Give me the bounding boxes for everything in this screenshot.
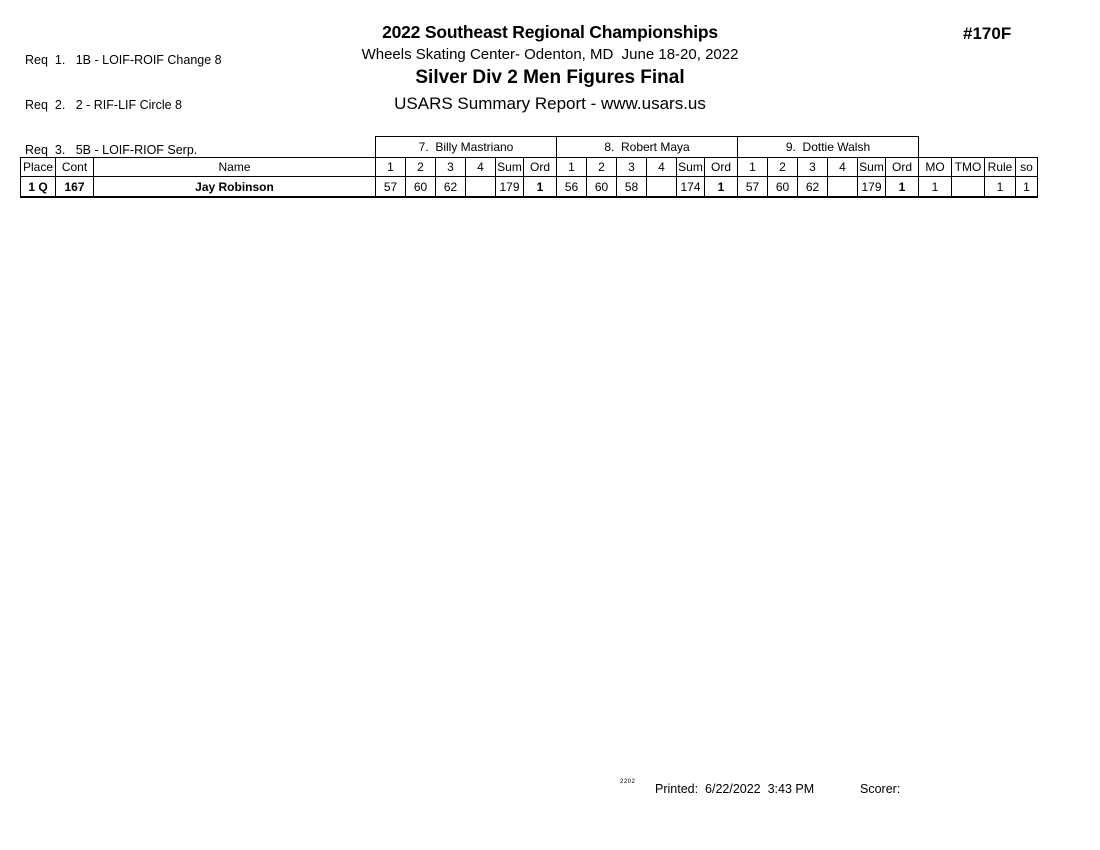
col-header-j2-trial2: 2 <box>586 157 617 177</box>
j2-score-1: 56 <box>556 176 587 198</box>
results-table: 7. Billy Mastriano 8. Robert Maya 9. Dot… <box>20 136 1038 198</box>
col-header-j1-trial2: 2 <box>405 157 436 177</box>
requirement-line-1: Req 1. 1B - LOIF-ROIF Change 8 <box>25 53 222 67</box>
j3-sum: 179 <box>857 176 886 198</box>
j2-score-4 <box>646 176 677 198</box>
j1-score-4 <box>465 176 496 198</box>
col-header-j2-trial4: 4 <box>646 157 677 177</box>
scorer-label: Scorer: <box>860 782 901 796</box>
col-header-j1-trial1: 1 <box>375 157 406 177</box>
col-header-j3-sum: Sum <box>857 157 886 177</box>
event-title: Silver Div 2 Men Figures Final <box>415 67 685 88</box>
col-header-j3-trial1: 1 <box>737 157 768 177</box>
judges-row-spacer-right <box>919 137 1038 158</box>
column-header-row: Place Cont Name 1 2 3 4 Sum Ord 1 2 3 4 … <box>20 157 1038 177</box>
contestant-number-cell: 167 <box>55 176 94 198</box>
col-header-tmo: TMO <box>951 157 985 177</box>
j3-score-3: 62 <box>797 176 828 198</box>
printed-timestamp: Printed: 6/22/2022 3:43 PM <box>655 782 815 796</box>
col-header-so: so <box>1015 157 1038 177</box>
col-header-place: Place <box>20 157 56 177</box>
judge-3-name-cell: 9. Dottie Walsh <box>737 136 919 158</box>
col-header-mo: MO <box>918 157 952 177</box>
championship-title: 2022 Southeast Regional Championships <box>382 22 718 42</box>
col-header-cont: Cont <box>55 157 94 177</box>
requirement-line-3: Req 3. 5B - LOIF-RIOF Serp. <box>25 143 198 157</box>
j3-score-1: 57 <box>737 176 768 198</box>
judge-2-name-cell: 8. Robert Maya <box>556 136 738 158</box>
col-header-j2-sum: Sum <box>676 157 705 177</box>
judges-row: 7. Billy Mastriano 8. Robert Maya 9. Dot… <box>21 136 1038 158</box>
j2-score-3: 58 <box>616 176 647 198</box>
j2-sum: 174 <box>676 176 705 198</box>
col-header-j1-ord: Ord <box>523 157 557 177</box>
j1-score-1: 57 <box>375 176 406 198</box>
col-header-j3-trial3: 3 <box>797 157 828 177</box>
j1-score-3: 62 <box>435 176 466 198</box>
total-majority-ordinal-cell <box>951 176 985 198</box>
place-cell: 1 Q <box>20 176 56 198</box>
judges-row-spacer-left <box>21 137 376 158</box>
col-header-j2-trial1: 1 <box>556 157 587 177</box>
col-header-rule: Rule <box>984 157 1016 177</box>
col-header-j3-trial2: 2 <box>767 157 798 177</box>
j1-ordinal: 1 <box>523 176 557 198</box>
col-header-j3-trial4: 4 <box>827 157 858 177</box>
rule-cell: 1 <box>984 176 1016 198</box>
col-header-j2-trial3: 3 <box>616 157 647 177</box>
result-row: 1 Q 167 Jay Robinson 57 60 62 179 1 56 6… <box>20 176 1038 198</box>
col-header-j2-ord: Ord <box>704 157 738 177</box>
col-header-name: Name <box>93 157 376 177</box>
j1-score-2: 60 <box>405 176 436 198</box>
event-number: #170F <box>963 24 1012 43</box>
j3-score-2: 60 <box>767 176 798 198</box>
requirements-list: Req 1. 1B - LOIF-ROIF Change 8 Req 2. 2 … <box>25 23 222 188</box>
j3-ordinal: 1 <box>885 176 919 198</box>
j1-sum: 179 <box>495 176 524 198</box>
judge-1-name-cell: 7. Billy Mastriano <box>375 136 557 158</box>
j3-score-4 <box>827 176 858 198</box>
report-header: 2022 Southeast Regional Championships Wh… <box>0 22 1100 114</box>
report-version-mark: 2202 <box>620 779 636 785</box>
requirement-line-2: Req 2. 2 - RIF-LIF Circle 8 <box>25 98 182 112</box>
j2-ordinal: 1 <box>704 176 738 198</box>
skater-name-cell: Jay Robinson <box>93 176 376 198</box>
col-header-j1-sum: Sum <box>495 157 524 177</box>
venue-date-line: Wheels Skating Center- Odenton, MD June … <box>361 46 739 63</box>
col-header-j1-trial3: 3 <box>435 157 466 177</box>
majority-ordinal-cell: 1 <box>918 176 952 198</box>
col-header-j1-trial4: 4 <box>465 157 496 177</box>
j2-score-2: 60 <box>586 176 617 198</box>
sum-of-ordinals-cell: 1 <box>1015 176 1038 198</box>
report-type-line: USARS Summary Report - www.usars.us <box>394 94 706 113</box>
col-header-j3-ord: Ord <box>885 157 919 177</box>
